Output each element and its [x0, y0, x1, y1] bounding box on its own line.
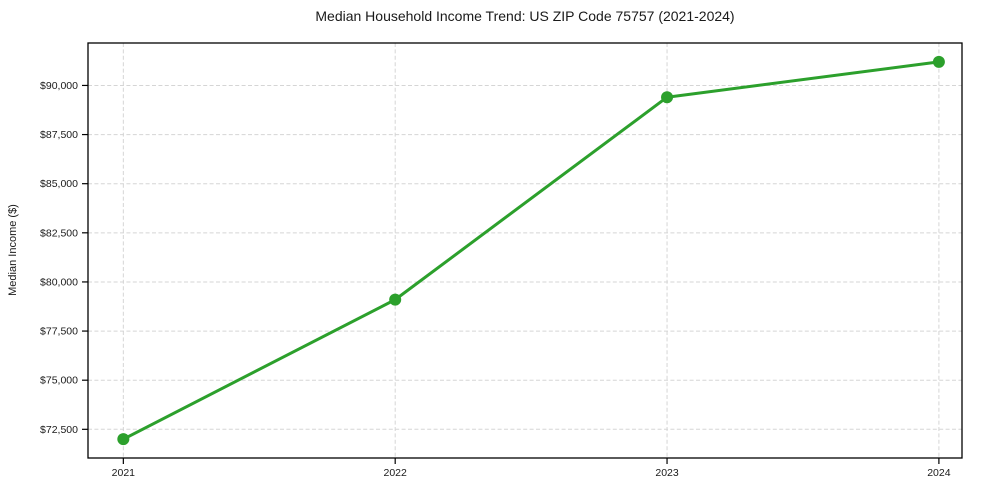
- x-tick-label: 2022: [384, 467, 408, 479]
- data-point-2023: [661, 91, 674, 104]
- data-point-2021: [117, 433, 130, 446]
- chart-title: Median Household Income Trend: US ZIP Co…: [315, 8, 735, 24]
- y-tick-label: $82,500: [40, 227, 78, 239]
- y-tick-label: $90,000: [40, 80, 78, 92]
- data-point-2022: [389, 293, 402, 306]
- y-tick-label: $87,500: [40, 129, 78, 141]
- y-tick-label: $77,500: [40, 326, 78, 338]
- x-tick-label: 2023: [655, 467, 679, 479]
- y-tick-label: $72,500: [40, 424, 78, 436]
- y-tick-label: $85,000: [40, 178, 78, 190]
- x-tick-label: 2024: [927, 467, 951, 479]
- plot-border: [87, 42, 963, 459]
- trend-line: [121, 60, 941, 441]
- y-tick-label: $75,000: [40, 375, 78, 387]
- data-point-2024: [932, 55, 945, 68]
- y-tick-label: $80,000: [40, 276, 78, 288]
- x-tick-label: 2021: [112, 467, 136, 479]
